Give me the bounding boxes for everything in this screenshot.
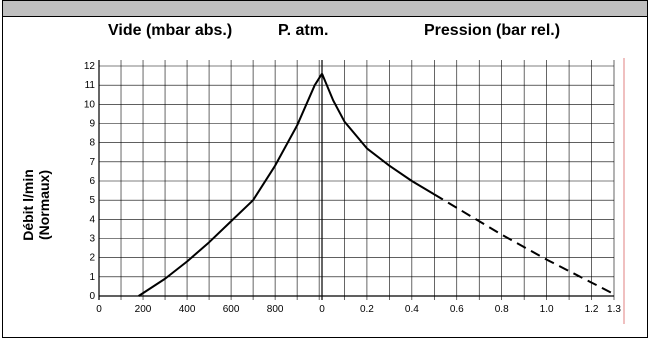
series-line-vacuum-solid — [138, 73, 323, 297]
y-tick-label: 4 — [89, 214, 95, 225]
atm-pressure-title: P. atm. — [278, 22, 329, 39]
x-tick-label: 0.2 — [360, 304, 374, 315]
y-tick-label: 3 — [89, 234, 95, 245]
y-tick-label: 9 — [89, 119, 95, 130]
y-tick-label: 1 — [89, 272, 95, 283]
x-tick-label: 800 — [267, 304, 284, 315]
x-tick-label: 1.3 — [607, 304, 621, 315]
y-tick-label: 8 — [89, 138, 95, 149]
series-line-pressure-solid — [321, 73, 435, 196]
y-tick-label: 0 — [89, 291, 95, 302]
x-tick-label: 0 — [319, 304, 325, 315]
vacuum-axis-title: Vide (mbar abs.) — [108, 22, 233, 39]
x-tick-label: 0.6 — [450, 304, 464, 315]
y-tick-label: 7 — [89, 157, 95, 168]
y-tick-label: 6 — [89, 176, 95, 187]
series-line-pressure-dashed — [433, 193, 615, 295]
x-tick-label: 400 — [179, 304, 196, 315]
x-tick-label: 0 — [96, 304, 102, 315]
title-bar — [3, 1, 647, 17]
x-tick-label: 1.0 — [540, 304, 554, 315]
x-tick-label: 200 — [135, 304, 152, 315]
x-tick-label: 600 — [223, 304, 240, 315]
y-tick-label: 10 — [84, 99, 96, 110]
y-tick-label: 5 — [89, 195, 95, 206]
y-tick-label: 12 — [84, 61, 96, 72]
pressure-axis-title: Pression (bar rel.) — [424, 22, 561, 39]
y-tick-label: 11 — [85, 80, 96, 91]
y-tick-label: 2 — [89, 253, 95, 264]
x-tick-label: 0.4 — [405, 304, 419, 315]
x-tick-label: 0.8 — [495, 304, 509, 315]
x-tick-label: 1.2 — [585, 304, 599, 315]
